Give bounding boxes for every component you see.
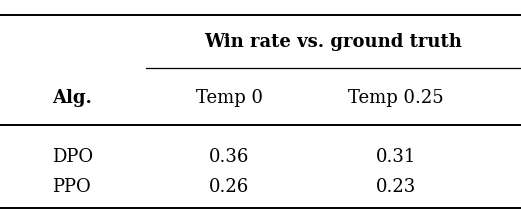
Text: PPO: PPO: [52, 178, 91, 195]
Text: Alg.: Alg.: [52, 89, 92, 106]
Text: 0.31: 0.31: [376, 148, 416, 166]
Text: Temp 0.25: Temp 0.25: [348, 89, 444, 106]
Text: 0.36: 0.36: [209, 148, 250, 166]
Text: 0.23: 0.23: [376, 178, 416, 195]
Text: Temp 0: Temp 0: [196, 89, 263, 106]
Text: 0.26: 0.26: [209, 178, 250, 195]
Text: Win rate vs. ground truth: Win rate vs. ground truth: [205, 33, 462, 51]
Text: DPO: DPO: [52, 148, 93, 166]
